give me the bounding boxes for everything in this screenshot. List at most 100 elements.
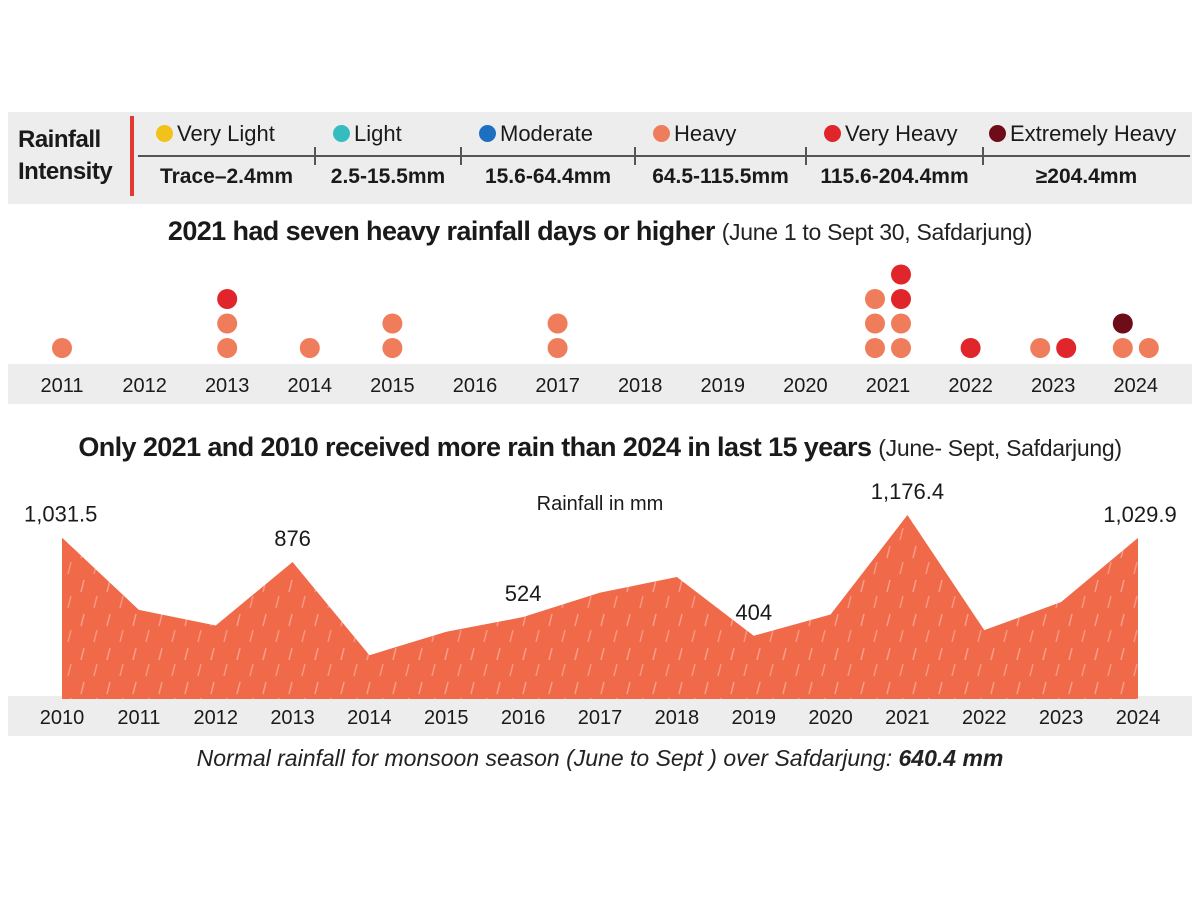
rain-day-dot <box>299 338 320 358</box>
area-chart-ylabel: Rainfall in mm <box>537 493 664 515</box>
rain-day-dot <box>891 289 911 309</box>
legend-label: Very Heavy <box>845 121 958 146</box>
legend-range: 64.5-115.5mm <box>652 165 789 188</box>
rain-day-dot <box>52 338 72 358</box>
area-chart-value-label: 1,029.9 <box>1103 502 1176 527</box>
dot-chart-year-label: 2011 <box>40 375 83 397</box>
area-chart-year-label: 2016 <box>501 707 546 729</box>
legend-tick <box>805 147 807 165</box>
area-chart-value-label: 876 <box>274 526 311 551</box>
area-chart-year-label: 2019 <box>731 707 776 729</box>
area-chart-value-label: 524 <box>505 581 542 606</box>
area-chart: Rainfall in mm 2010 1,031.5 2011 2012 2013 876… <box>24 479 1177 729</box>
footnote: Normal rainfall for monsoon season (June… <box>0 745 1200 772</box>
legend-range: 2.5-15.5mm <box>330 165 446 188</box>
legend-tick <box>460 147 462 165</box>
area-chart-value-label: 404 <box>735 600 772 625</box>
rain-day-dot <box>547 338 568 358</box>
legend-range: 115.6-204.4mm <box>820 165 969 188</box>
dot-chart-year-label: 2016 <box>453 375 498 397</box>
dot-chart-year-label: 2021 <box>866 375 911 397</box>
dot-chart-subtitle: (June 1 to Sept 30, Safdarjung) <box>721 219 1033 245</box>
legend-title: Rainfall Intensity <box>18 124 113 188</box>
legend-label: Very Light <box>177 121 275 146</box>
rain-day-dot <box>1112 338 1133 358</box>
legend-tick <box>314 147 316 165</box>
area-chart-year-label: 2013 <box>270 707 315 729</box>
area-chart-year-label: 2012 <box>193 707 238 729</box>
rain-day-dot <box>547 313 568 334</box>
legend-tick <box>634 147 636 165</box>
area-chart-year-label: 2022 <box>962 707 1007 729</box>
dot-chart-year-label: 2018 <box>618 375 663 397</box>
rain-day-dot <box>865 313 885 334</box>
dot-chart-title: 2021 had seven heavy rainfall days or hi… <box>167 216 715 246</box>
dot-chart-year-label: 2024 <box>1114 375 1159 397</box>
area-chart-year-label: 2020 <box>808 707 853 729</box>
area-chart-year-label: 2015 <box>424 707 469 729</box>
rain-day-dot <box>891 313 911 334</box>
legend-item-extremely-heavy: Extremely Heavy <box>989 120 1178 148</box>
rain-day-dot <box>1030 338 1051 358</box>
dot-chart-year-label: 2015 <box>370 375 415 397</box>
dot-chart-year-label: 2013 <box>205 375 250 397</box>
legend-dot <box>333 125 350 142</box>
legend-label: Heavy <box>674 121 737 146</box>
dot-chart-year-label: 2019 <box>701 375 746 397</box>
legend-label: Extremely Heavy <box>1010 121 1177 146</box>
rain-day-dot <box>865 289 885 309</box>
area-chart-year-label: 2023 <box>1039 707 1084 729</box>
legend-range: 15.6-64.4mm <box>484 165 612 188</box>
rain-day-dot <box>217 289 238 309</box>
footnote-value: 640.4 mm <box>898 745 1004 771</box>
legend-item-moderate: Moderate <box>479 120 635 148</box>
legend-dot <box>989 125 1006 142</box>
legend-dot <box>479 125 496 142</box>
rain-day-dot <box>891 264 911 285</box>
legend-item-light: Light <box>333 120 461 148</box>
dot-chart-year-label: 2022 <box>948 375 993 397</box>
rain-day-dot <box>382 338 403 358</box>
legend-dot <box>653 125 670 142</box>
legend-item-heavy: Heavy <box>653 120 806 148</box>
legend-divider-line <box>138 155 1190 157</box>
dot-chart-year-label: 2020 <box>783 375 828 397</box>
area-chart-year-label: 2021 <box>885 707 930 729</box>
legend-title-line2: Intensity <box>18 158 113 185</box>
area-chart-title: Only 2021 and 2010 received more rain th… <box>78 432 872 462</box>
legend-range: ≥204.4mm <box>1035 165 1138 188</box>
legend-item-very-light: Very Light <box>156 120 315 148</box>
legend-item-very-heavy: Very Heavy <box>824 120 983 148</box>
area-chart-subtitle: (June- Sept, Safdarjung) <box>878 435 1122 461</box>
legend-label: Moderate <box>500 121 593 146</box>
rain-day-dot <box>865 338 885 358</box>
area-chart-value-label: 1,176.4 <box>871 479 944 504</box>
legend-title-line1: Rainfall <box>18 126 101 153</box>
area-chart-year-label: 2017 <box>578 707 623 729</box>
footnote-text: Normal rainfall for monsoon season (June… <box>196 745 899 771</box>
dot-chart-headline: 2021 had seven heavy rainfall days or hi… <box>0 214 1200 249</box>
rain-day-dot <box>217 313 238 334</box>
area-chart-value-label: 1,031.5 <box>24 502 97 527</box>
rain-day-dot <box>960 338 981 358</box>
dot-chart-year-label: 2023 <box>1031 375 1076 397</box>
legend-accent-bar <box>130 116 134 196</box>
legend-label: Light <box>354 121 402 146</box>
area-chart-year-label: 2018 <box>655 707 700 729</box>
rain-day-dot <box>382 313 403 334</box>
rain-day-dot <box>1112 313 1133 334</box>
area-chart-headline: Only 2021 and 2010 received more rain th… <box>0 430 1200 465</box>
legend-range: Trace–2.4mm <box>159 165 294 188</box>
rain-day-dot <box>1056 338 1077 358</box>
area-chart-axis-band <box>8 696 1192 736</box>
rain-day-dot <box>1138 338 1159 358</box>
legend-dot <box>156 125 173 142</box>
dot-chart-axis-band <box>8 364 1192 404</box>
rain-day-dot <box>891 338 911 358</box>
legend-dot <box>824 125 841 142</box>
area-chart-year-label: 2024 <box>1116 707 1161 729</box>
legend-tick <box>982 147 984 165</box>
area-chart-year-label: 2011 <box>117 707 160 729</box>
area-chart-year-label: 2010 <box>40 707 85 729</box>
